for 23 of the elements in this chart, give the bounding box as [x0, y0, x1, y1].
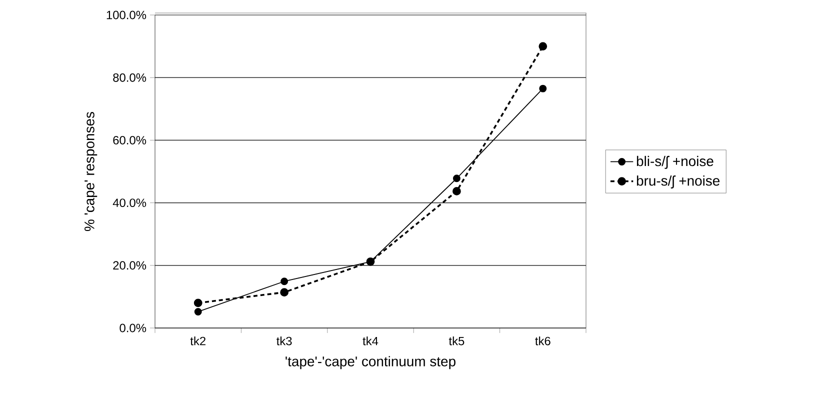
x-tick-label: tk3 [276, 336, 292, 346]
x-tick-label: tk5 [448, 336, 464, 346]
x-tick-label: tk2 [190, 336, 206, 346]
y-axis-title: % 'cape' responses [84, 112, 98, 232]
x-axis-title: 'tape'-'cape' continuum step [286, 356, 456, 370]
legend-label: bli-s/ʃ +noise [636, 156, 714, 169]
y-tick-label: 60.0% [113, 136, 146, 144]
point [539, 84, 547, 92]
x-tick-label: tk6 [535, 336, 550, 346]
point [280, 278, 288, 286]
y-tick-label: 80.0% [113, 73, 146, 82]
x-tick-label: tk4 [362, 336, 378, 346]
point [452, 174, 460, 182]
y-tick-label: 20.0% [113, 261, 146, 270]
point [194, 308, 202, 316]
point [280, 288, 288, 297]
point [538, 42, 548, 50]
y-tick-label: 100.0% [106, 10, 146, 20]
point [194, 298, 202, 308]
y-tick-label: 40.0% [112, 198, 146, 208]
point [452, 187, 461, 196]
legend-label: bru-s/ʃ +noise [636, 175, 720, 188]
y-tick-label: 0.0% [120, 324, 146, 332]
